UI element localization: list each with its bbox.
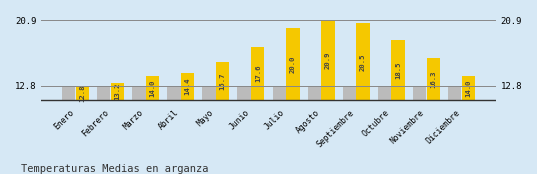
Bar (426, 57, 440, 100)
Text: 20.9: 20.9 (325, 52, 331, 69)
Bar (413, 86, 426, 100)
Bar (462, 76, 475, 100)
Bar (273, 86, 286, 100)
Bar (146, 76, 159, 100)
Text: 14.0: 14.0 (466, 80, 471, 97)
Bar (132, 86, 146, 100)
Bar (111, 83, 124, 100)
Bar (167, 86, 180, 100)
Bar (97, 86, 111, 100)
Text: 15.7: 15.7 (220, 73, 226, 90)
Bar (237, 86, 251, 100)
Text: 17.6: 17.6 (255, 65, 261, 82)
Bar (62, 86, 75, 100)
Text: 18.5: 18.5 (395, 61, 401, 79)
Bar (321, 20, 335, 100)
Bar (76, 86, 89, 100)
Text: 20.0: 20.0 (290, 55, 296, 73)
Bar (202, 86, 216, 100)
Bar (448, 86, 461, 100)
Bar (216, 62, 229, 100)
Text: Temperaturas Medias en arganza: Temperaturas Medias en arganza (21, 164, 209, 174)
Bar (308, 86, 321, 100)
Text: 16.3: 16.3 (430, 70, 436, 88)
Bar (181, 73, 194, 100)
Text: 14.4: 14.4 (185, 78, 191, 95)
Bar (251, 47, 264, 100)
Bar (286, 27, 300, 100)
Text: 14.0: 14.0 (149, 80, 156, 97)
Text: 13.2: 13.2 (114, 83, 120, 100)
Text: 12.8: 12.8 (79, 84, 85, 102)
Text: 20.5: 20.5 (360, 53, 366, 71)
Bar (378, 86, 391, 100)
Bar (343, 86, 356, 100)
Bar (391, 40, 405, 100)
Bar (357, 23, 370, 100)
